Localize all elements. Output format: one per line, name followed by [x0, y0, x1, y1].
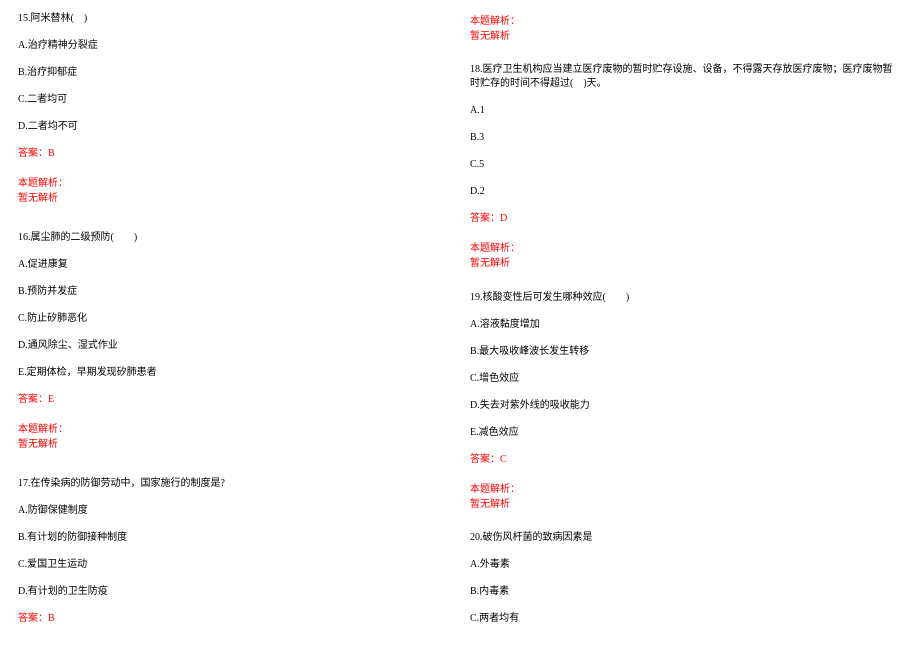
q20-option-c: C.两者均有: [470, 612, 902, 626]
q17-option-c: C.爱国卫生运动: [18, 558, 450, 572]
left-column: 15.阿米替林( ) A.治疗精神分裂症 B.治疗抑郁症 C.二者均可 D.二者…: [18, 12, 460, 639]
q16-option-a: A.促进康复: [18, 258, 450, 272]
spacer: [470, 55, 902, 63]
q18-analysis-text: 暂无解析: [470, 254, 902, 269]
q19-option-e: E.减色效应: [470, 426, 902, 440]
q19-title: 19.核酸变性后可发生哪种效应( ): [470, 291, 902, 305]
q20-option-b: B.内毒素: [470, 585, 902, 599]
q19-answer: 答案：C: [470, 453, 902, 467]
q19-analysis-text: 暂无解析: [470, 495, 902, 510]
q15-option-d: D.二者均不可: [18, 120, 450, 134]
q17-analysis-label: 本题解析：: [470, 12, 902, 27]
q17-option-b: B.有计划的防御接种制度: [18, 531, 450, 545]
q16-analysis-label: 本题解析：: [18, 420, 450, 435]
q18-analysis-label: 本题解析：: [470, 239, 902, 254]
q15-analysis-text: 暂无解析: [18, 189, 450, 204]
q18-option-d: D.2: [470, 185, 902, 199]
q15-option-b: B.治疗抑郁症: [18, 66, 450, 80]
q19-option-b: B.最大吸收峰波长发生转移: [470, 345, 902, 359]
right-column: 本题解析： 暂无解析 18.医疗卫生机构应当建立医疗废物的暂时贮存设施、设备，不…: [460, 12, 902, 639]
q15-analysis-label: 本题解析：: [18, 174, 450, 189]
q17-option-d: D.有计划的卫生防疫: [18, 585, 450, 599]
spacer: [470, 282, 902, 290]
q18-option-a: A.1: [470, 104, 902, 118]
q17-option-a: A.防御保健制度: [18, 504, 450, 518]
spacer: [470, 523, 902, 531]
q16-option-d: D.通风除尘、湿式作业: [18, 339, 450, 353]
q16-analysis-text: 暂无解析: [18, 435, 450, 450]
q17-title: 17.在传染病的防御劳动中，国家施行的制度是?: [18, 477, 450, 491]
q16-option-e: E.定期体检，早期发现矽肺患者: [18, 366, 450, 380]
spacer: [18, 217, 450, 231]
q17-analysis-text: 暂无解析: [470, 27, 902, 42]
q15-option-a: A.治疗精神分裂症: [18, 39, 450, 53]
q16-title: 16.属尘肺的二级预防( ): [18, 231, 450, 245]
q15-option-c: C.二者均可: [18, 93, 450, 107]
q20-title: 20.破伤风杆菌的致病因素是: [470, 531, 902, 545]
q18-title: 18.医疗卫生机构应当建立医疗废物的暂时贮存设施、设备，不得露天存放医疗废物；医…: [470, 63, 902, 91]
q17-answer: 答案：B: [18, 612, 450, 626]
q20-option-a: A.外毒素: [470, 558, 902, 572]
q19-option-c: C.增色效应: [470, 372, 902, 386]
spacer: [18, 463, 450, 477]
q16-option-b: B.预防并发症: [18, 285, 450, 299]
q16-answer: 答案：E: [18, 393, 450, 407]
q18-option-b: B.3: [470, 131, 902, 145]
q18-answer: 答案：D: [470, 212, 902, 226]
q15-answer: 答案：B: [18, 147, 450, 161]
q19-option-a: A.溶液黏度增加: [470, 318, 902, 332]
q18-option-c: C.5: [470, 158, 902, 172]
q19-option-d: D.失去对紫外线的吸收能力: [470, 399, 902, 413]
q16-option-c: C.防止矽肺恶化: [18, 312, 450, 326]
q15-title: 15.阿米替林( ): [18, 12, 450, 26]
q19-analysis-label: 本题解析：: [470, 480, 902, 495]
